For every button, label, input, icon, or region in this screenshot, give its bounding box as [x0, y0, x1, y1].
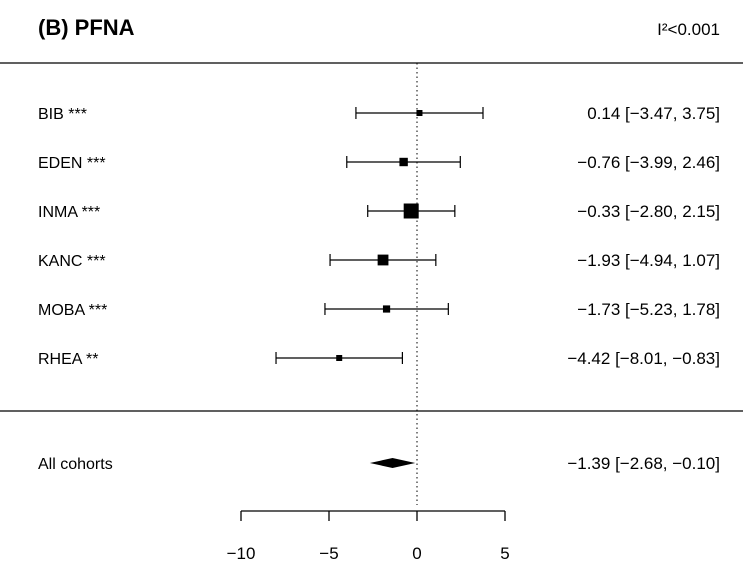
summary-label: All cohorts [38, 456, 113, 473]
point-estimate [399, 157, 408, 167]
summary-diamond [369, 458, 416, 468]
study-row: INMA *** −0.33 [−2.80, 2.15] [38, 202, 720, 221]
study-row: KANC *** −1.93 [−4.94, 1.07] [38, 251, 720, 270]
x-tick-label: −10 [227, 544, 256, 563]
ci-text: −1.73 [−5.23, 1.78] [577, 300, 720, 319]
point-estimate [336, 355, 343, 361]
study-label: EDEN *** [38, 155, 106, 172]
ci-text: −1.93 [−4.94, 1.07] [577, 251, 720, 270]
chart-title: (B) PFNA [38, 15, 135, 40]
study-row: EDEN *** −0.76 [−3.99, 2.46] [38, 153, 720, 172]
ci-text: −0.76 [−3.99, 2.46] [577, 153, 720, 172]
x-tick-label: 5 [500, 544, 509, 563]
study-label: INMA *** [38, 204, 100, 221]
point-estimate [377, 254, 389, 266]
ci-text: 0.14 [−3.47, 3.75] [587, 104, 720, 123]
study-row: MOBA *** −1.73 [−5.23, 1.78] [38, 300, 720, 319]
study-label: BIB *** [38, 106, 87, 123]
point-estimate [382, 305, 391, 313]
ci-text: −4.42 [−8.01, −0.83] [567, 349, 720, 368]
study-label: KANC *** [38, 253, 106, 270]
study-label: MOBA *** [38, 302, 107, 319]
study-row: BIB *** 0.14 [−3.47, 3.75] [38, 104, 720, 123]
ci-text: −0.33 [−2.80, 2.15] [577, 202, 720, 221]
study-row: RHEA ** −4.42 [−8.01, −0.83] [38, 349, 720, 368]
x-tick-label: −5 [319, 544, 338, 563]
summary-ci-text: −1.39 [−2.68, −0.10] [567, 454, 720, 473]
x-tick-label: 0 [412, 544, 421, 563]
point-estimate [416, 110, 423, 116]
point-estimate [403, 203, 419, 219]
study-label: RHEA ** [38, 351, 98, 368]
heterogeneity-stat: I²<0.001 [657, 20, 720, 39]
